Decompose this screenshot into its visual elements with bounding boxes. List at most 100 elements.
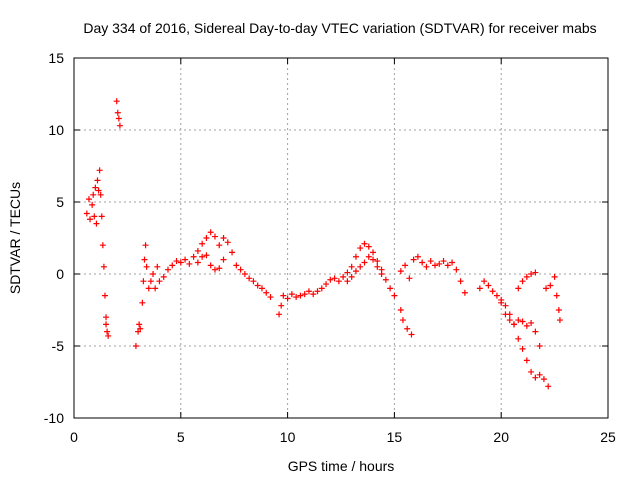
data-point <box>250 278 257 285</box>
data-point <box>177 259 184 266</box>
x-tick-label: 0 <box>70 429 78 445</box>
data-point <box>365 253 372 260</box>
data-point <box>100 263 107 270</box>
data-point <box>216 265 223 272</box>
data-point <box>169 262 176 269</box>
data-point <box>370 249 377 256</box>
data-point <box>116 122 123 129</box>
data-point <box>323 281 330 288</box>
data-point <box>254 282 261 289</box>
data-point <box>553 292 560 299</box>
data-point <box>440 258 447 265</box>
data-point <box>224 239 231 246</box>
axis-ticks <box>73 57 609 419</box>
data-point <box>154 263 161 270</box>
data-point <box>340 273 347 280</box>
data-point <box>98 213 105 220</box>
data-point <box>532 328 539 335</box>
data-point <box>419 259 426 266</box>
data-point <box>91 213 98 220</box>
data-point <box>545 383 552 390</box>
data-point <box>532 374 539 381</box>
data-points <box>83 98 563 390</box>
data-point <box>136 321 143 328</box>
data-point <box>515 317 522 324</box>
data-point <box>402 262 409 269</box>
data-point <box>431 262 438 269</box>
x-axis-label: GPS time / hours <box>288 458 395 474</box>
data-point <box>361 240 368 247</box>
data-point <box>194 259 201 266</box>
data-point <box>246 275 253 282</box>
data-point <box>327 276 334 283</box>
data-point <box>449 259 456 266</box>
x-tick-label: 10 <box>280 429 296 445</box>
data-point <box>481 278 488 285</box>
data-point <box>89 201 96 208</box>
data-point <box>555 307 562 313</box>
data-point <box>511 321 518 328</box>
data-point <box>461 289 468 296</box>
grid-lines <box>74 58 608 418</box>
data-point <box>207 229 214 236</box>
data-point <box>489 288 496 295</box>
data-point <box>229 249 236 256</box>
data-point <box>528 271 535 277</box>
y-tick-label: 10 <box>48 122 64 138</box>
data-point <box>556 317 563 324</box>
data-point <box>156 278 163 285</box>
data-point <box>498 299 505 306</box>
data-point <box>344 278 351 285</box>
data-point <box>267 294 274 301</box>
data-point <box>397 268 404 275</box>
data-point <box>115 115 122 122</box>
data-point <box>493 292 500 299</box>
data-point <box>374 258 381 265</box>
data-point <box>374 263 381 270</box>
data-point <box>211 266 218 273</box>
data-point <box>310 291 317 298</box>
data-point <box>173 258 180 265</box>
data-point <box>370 256 377 263</box>
data-point <box>276 311 283 318</box>
data-point <box>457 278 464 285</box>
data-point <box>352 268 359 275</box>
data-point <box>103 321 110 328</box>
data-point <box>361 259 368 266</box>
chart-title: Day 334 of 2016, Sidereal Day-to-day VTE… <box>83 20 596 36</box>
plot-frame <box>73 57 609 419</box>
data-point <box>216 242 223 249</box>
data-point <box>97 191 104 198</box>
data-point <box>348 263 355 270</box>
data-point <box>278 302 285 309</box>
data-point <box>444 262 451 269</box>
data-point <box>335 278 342 285</box>
data-point <box>87 216 94 223</box>
data-point <box>399 317 406 324</box>
data-point <box>90 191 97 198</box>
data-point <box>414 253 421 260</box>
data-point <box>297 292 304 299</box>
data-point <box>194 247 201 254</box>
data-point <box>145 285 152 292</box>
data-point <box>301 291 308 298</box>
data-point <box>365 243 372 250</box>
data-point <box>528 368 535 375</box>
y-tick-label: 0 <box>56 266 64 282</box>
data-point <box>357 245 364 252</box>
data-point <box>404 325 411 332</box>
data-point <box>476 285 483 292</box>
data-point <box>357 263 364 270</box>
data-point <box>284 295 291 302</box>
data-point <box>263 289 270 296</box>
data-point <box>519 318 526 325</box>
data-point <box>258 285 265 292</box>
data-point <box>551 273 558 280</box>
data-point <box>147 278 154 285</box>
data-point <box>314 288 321 295</box>
data-point <box>199 240 206 247</box>
data-point <box>220 256 227 263</box>
data-point <box>453 266 460 273</box>
x-tick-label: 15 <box>387 429 403 445</box>
data-point <box>186 260 193 267</box>
